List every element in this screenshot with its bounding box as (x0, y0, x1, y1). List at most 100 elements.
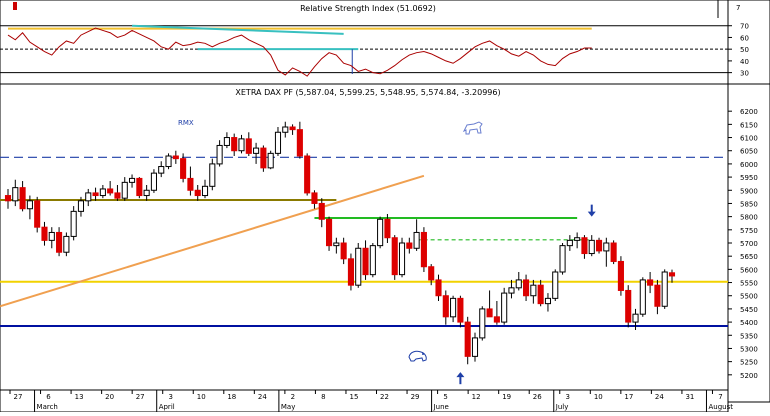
candle (559, 243, 566, 275)
rsi-title: Relative Strength Index (51.0692) (300, 4, 436, 13)
candle (180, 153, 187, 183)
price-y-tick-label: 5300 (740, 345, 758, 353)
candle (435, 274, 442, 301)
rsi-y-tick-label: 30 (740, 70, 749, 78)
price-trend-line (0, 174, 425, 308)
candle (267, 150, 274, 170)
x-month-label: August (708, 403, 733, 411)
candle (260, 145, 267, 172)
candle (274, 127, 282, 156)
candle (479, 306, 486, 341)
candle (289, 124, 296, 135)
rsi-y-tick-label: 50 (740, 46, 749, 54)
candle (4, 188, 12, 209)
x-tick-label: 15 (350, 393, 359, 401)
candle (340, 237, 347, 265)
candle (48, 227, 55, 249)
candle (158, 161, 165, 178)
price-y-tick-label: 5650 (740, 253, 758, 261)
rsi-trend-line (132, 24, 344, 35)
price-y-tick-label: 5800 (740, 214, 758, 222)
candle (121, 177, 128, 201)
price-y-tick-label: 5250 (740, 359, 758, 367)
price-y-tick-label: 5350 (740, 332, 758, 340)
x-tick-label: 2 (291, 393, 295, 401)
arrow-up-icon (456, 372, 465, 385)
price-y-tick-label: 5400 (740, 319, 758, 327)
candle (595, 237, 603, 254)
x-month-label: April (159, 403, 175, 411)
x-tick-label: 8 (321, 393, 325, 401)
price-y-tick-label: 6050 (740, 148, 758, 156)
price-y-tick-label: 6100 (740, 135, 758, 143)
candle (588, 235, 595, 257)
rsi-corner-marker (13, 2, 17, 10)
candle (282, 121, 289, 138)
price-y-tick-label: 5850 (740, 200, 758, 208)
candle (136, 177, 143, 199)
candle (420, 227, 427, 272)
candle (398, 237, 406, 278)
candle (362, 240, 369, 280)
rsi-axis-frame (727, 0, 770, 85)
candle (26, 195, 33, 220)
x-tick-label: 31 (685, 393, 694, 401)
x-month-label: March (37, 403, 58, 411)
candle (128, 174, 136, 188)
price-y-tick-label: 6200 (740, 108, 758, 116)
bull-icon (462, 121, 483, 135)
candle (647, 272, 654, 294)
candle (471, 332, 479, 362)
candle (114, 185, 121, 201)
candle (253, 142, 260, 164)
candle (544, 293, 552, 312)
price-title: XETRA DAX PF (5,587.04, 5,599.25, 5,548.… (235, 88, 500, 97)
rsi-y-tick-label: 60 (740, 34, 749, 42)
candle (661, 269, 668, 309)
x-tick-label: 3 (168, 393, 172, 401)
candle (194, 185, 201, 201)
rsi-panel: Relative Strength Index (51.0692) 30 40 50… (0, 0, 770, 85)
candle (311, 190, 318, 209)
candle (523, 274, 530, 301)
candle (56, 227, 63, 257)
candle (333, 237, 340, 254)
candle (668, 269, 676, 283)
candle (245, 132, 252, 156)
candle (501, 287, 508, 325)
candle (201, 179, 209, 199)
candle (77, 196, 85, 217)
x-month-label: July (555, 403, 569, 411)
candle (238, 134, 245, 154)
candle (515, 272, 522, 291)
candle (92, 187, 99, 201)
x-tick-label: 27 (136, 393, 145, 401)
candle (617, 256, 624, 296)
candle (318, 198, 325, 228)
candle (603, 237, 610, 267)
candle (165, 153, 172, 170)
rsi-y-tick-label: 40 (740, 58, 749, 66)
price-y-tick-label: 5750 (740, 227, 758, 235)
price-y-tick-label: 5200 (740, 372, 758, 380)
price-y-tick-label: 5450 (740, 306, 758, 314)
price-y-tick-label: 5700 (740, 240, 758, 248)
price-axis-frame (727, 83, 770, 403)
x-tick-label: 24 (258, 393, 267, 401)
price-y-tick-label: 6000 (740, 161, 758, 169)
candle (464, 316, 471, 365)
candle (19, 181, 26, 212)
x-month-label: May (281, 403, 295, 411)
candle (552, 269, 559, 301)
price-panel-frame (0, 83, 729, 403)
candle (428, 264, 435, 286)
price-panel: XETRA DAX PF (5,587.04, 5,599.25, 5,548.… (0, 83, 770, 403)
candle (493, 301, 500, 325)
bear-icon (408, 350, 427, 362)
price-y-tick-label: 5500 (740, 293, 758, 301)
x-tick-label: 10 (594, 393, 603, 401)
arrow-down-icon (587, 204, 596, 217)
x-tick-label: 24 (655, 393, 664, 401)
x-tick-label: 26 (533, 393, 542, 401)
candle (187, 166, 194, 196)
